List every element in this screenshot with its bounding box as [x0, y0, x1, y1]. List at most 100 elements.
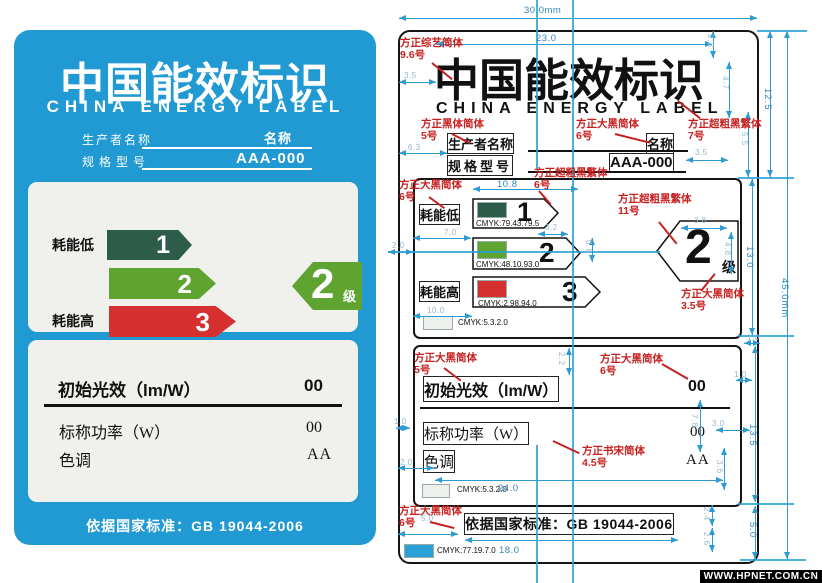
annotation-font-name: 方正大黑简体: [681, 288, 744, 300]
bar-2-number: 2: [177, 269, 192, 299]
annotation-font-name: 方正超粗黑繁体: [618, 193, 692, 205]
spec-metric3-value: AA: [686, 452, 710, 468]
annotation-font-size: 7号: [688, 129, 705, 142]
extension-line-1: [738, 177, 794, 179]
high-consumption-label: 耗能高: [52, 313, 94, 329]
dim-30mm: 30.0mm: [524, 5, 562, 16]
grade-unit: 级: [343, 289, 357, 304]
swatch-panel-bg-2: [422, 484, 450, 498]
annotation-font-name: 方正大黑简体: [399, 505, 462, 517]
dim-line-18: [465, 537, 678, 543]
dim-line-1-left: [396, 425, 410, 431]
cmyk-bar-1: CMYK:79.43.79.5: [476, 219, 540, 228]
dim-line-3-2: [538, 231, 568, 237]
swatch-panel-bg: [423, 316, 453, 330]
spec-metric1-value: 00: [688, 378, 706, 395]
annotation-font-name: 方正大黑简体: [576, 118, 639, 130]
swatch-red: [477, 280, 507, 298]
metric3-value: AA: [307, 446, 333, 463]
energy-label-preview: 中国能效标识 CHINA ENERGY LABEL 生产者名称 名称 规格型号 …: [14, 30, 376, 545]
annotation-title-en-font: 方正超粗黑繁体 7号: [688, 118, 762, 142]
dim-line-7: [413, 235, 471, 241]
annotation-font-size: 6号: [534, 178, 551, 191]
dim-1-a: 1.0: [747, 333, 760, 342]
spec-producer-value: 名称: [646, 133, 675, 154]
dim-line-2-tone: [398, 465, 434, 471]
annotation-font-size: 5号: [421, 129, 438, 142]
dim-line-3-5-left: [399, 79, 436, 85]
annotation-font-size: 6号: [600, 364, 617, 377]
annotation-font-name: 方正书宋简体: [582, 445, 645, 457]
dim-line-13: [749, 179, 755, 335]
annotation-font-name: 方正大黑简体: [399, 179, 462, 191]
label-title-en: CHINA ENERGY LABEL: [46, 97, 346, 116]
annotation-font-name: 方正大黑简体: [600, 353, 663, 365]
dim-line-2-left: [388, 249, 413, 255]
dim-3: 3.0: [712, 419, 725, 428]
annotation-font-size: 5号: [414, 363, 431, 376]
dim-line-2-4: [709, 505, 715, 526]
dim-line-3-5-right: [686, 157, 728, 163]
dim-3-6: 3.6: [715, 460, 724, 475]
producer-label: 生产者名称: [82, 133, 153, 147]
dim-13-5: 13.5: [747, 424, 758, 447]
spec-title-cn: 中国能效标识: [434, 55, 705, 106]
dim-line-3-6: [721, 448, 727, 490]
dim-1-b: 1.0: [734, 370, 747, 379]
grade-number: 2: [311, 260, 335, 307]
cmyk-panel: CMYK:5.3.2.0: [458, 318, 508, 327]
dim-line-2-3: [710, 31, 716, 58]
spec-high-label: 耗能高: [419, 281, 461, 302]
watermark: WWW.HPNET.COM.CN: [700, 570, 822, 583]
construction-line-horizontal: [388, 251, 660, 253]
dim-line-10: [413, 313, 472, 319]
annotation-font-size: 4.5号: [582, 456, 608, 469]
dim-24: 24.0: [498, 483, 519, 494]
metric1-label: 初始光效（lm/W）: [58, 381, 201, 400]
grade-tag-arrow: 2 级: [292, 262, 362, 310]
construction-line-vertical-2b: [536, 445, 538, 583]
extension-line-top: [757, 30, 807, 32]
dim-13: 13.0: [744, 246, 755, 269]
spec-grade-number: 2: [685, 221, 712, 274]
spec-bar-3-number: 3: [562, 276, 578, 307]
dim-7-8: 7.8: [690, 414, 699, 429]
bar-3-number: 3: [195, 307, 210, 337]
dim-3-8: 3.8: [694, 216, 707, 225]
dim-line-12-5: [767, 31, 773, 177]
annotation-bar-number-font: 方正超粗黑繁体 6号: [534, 167, 608, 191]
annotation-font-size: 11号: [618, 204, 640, 217]
dim-4-8: 4.8: [723, 242, 732, 257]
grade-panel: 耗能低 耗能高 1 2 3 2 级: [28, 182, 362, 337]
producer-value: 名称: [264, 131, 293, 146]
swatch-dark-green: [477, 202, 507, 218]
dim-line-45mm: [784, 31, 790, 559]
dim-3-5-right: 3.5: [695, 148, 708, 157]
spec-bar-2-number: 2: [539, 237, 555, 269]
dim-line-24: [435, 477, 723, 483]
metric1-value: 00: [304, 376, 323, 395]
bar-grade-3: 3: [109, 306, 236, 337]
dim-18: 18.0: [499, 545, 520, 556]
model-label: 规格型号: [82, 155, 151, 169]
dim-line-2-6: [709, 528, 715, 552]
dim-2-tone: 2.0: [400, 458, 413, 467]
swatch-green: [477, 241, 507, 259]
cmyk-bar-2: CMYK:48.10.93.0: [476, 260, 540, 269]
annotation-font-name: 方正超粗黑繁体: [534, 167, 608, 179]
annotation-grade-unit-font: 方正大黑简体 3.5号: [681, 288, 744, 312]
standard-line: 依据国家标准：GB 19044-2006: [86, 518, 304, 534]
annotation-font-name: 方正大黑简体: [414, 352, 477, 364]
dim-3-5-left: 3.5: [404, 71, 417, 80]
metrics-divider: [44, 404, 342, 407]
producer-underline: [142, 147, 312, 149]
dim-5-gb: 5.0: [421, 514, 434, 523]
spec-metric2-value: 00: [690, 424, 705, 440]
dim-line-5-bottom: [752, 506, 758, 559]
low-consumption-label: 耗能低: [52, 237, 94, 253]
annotation-font-size: 6号: [576, 129, 593, 142]
construction-line-vertical-1: [572, 0, 574, 583]
dim-line-5-gb: [398, 531, 458, 537]
annotation-title-font: 方正综艺简体 9.6号: [400, 37, 463, 61]
annotation-standard-font: 方正大黑简体 6号: [399, 505, 462, 529]
